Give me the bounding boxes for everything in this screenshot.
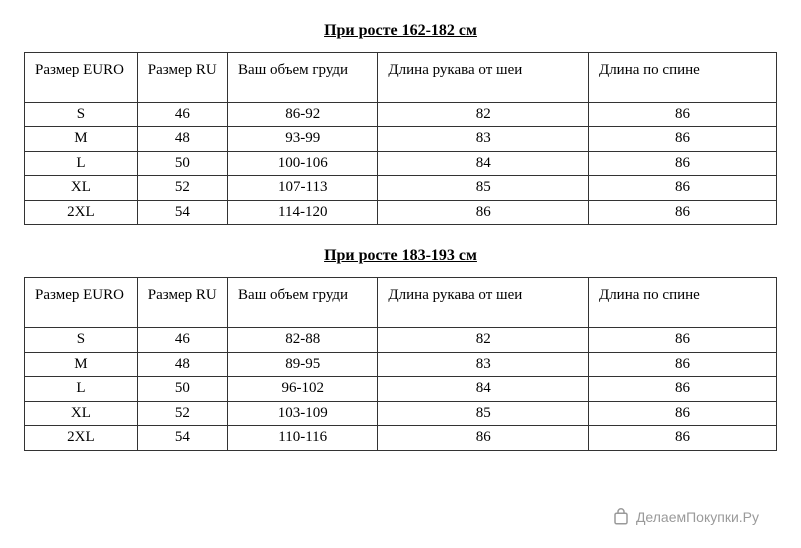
col-header-ru: Размер RU (137, 53, 227, 103)
cell: 84 (378, 377, 589, 402)
table-header-row: Размер EURO Размер RU Ваш объем груди Дл… (25, 53, 777, 103)
cell: 50 (137, 377, 227, 402)
cell: 83 (378, 352, 589, 377)
col-header-ru: Размер RU (137, 278, 227, 328)
cell: 93-99 (228, 127, 378, 152)
table-row: 2XL 54 110-116 86 86 (25, 426, 777, 451)
col-header-sleeve: Длина рукава от шеи (378, 278, 589, 328)
col-header-back: Длина по спине (588, 278, 776, 328)
cell: 86 (588, 176, 776, 201)
cell: 52 (137, 176, 227, 201)
section-title: При росте 162-182 см (24, 22, 777, 40)
watermark: ДелаемПокупки.Ру (612, 508, 759, 526)
cell: 52 (137, 401, 227, 426)
watermark-text: ДелаемПокупки.Ру (636, 509, 759, 525)
cell: 86 (378, 426, 589, 451)
cell: 46 (137, 102, 227, 127)
cell: 107-113 (228, 176, 378, 201)
table-row: S 46 82-88 82 86 (25, 328, 777, 353)
table-row: S 46 86-92 82 86 (25, 102, 777, 127)
section-title: При росте 183-193 см (24, 247, 777, 265)
cell: S (25, 328, 138, 353)
cell: S (25, 102, 138, 127)
table-row: L 50 100-106 84 86 (25, 151, 777, 176)
size-table-2: Размер EURO Размер RU Ваш объем груди Дл… (24, 277, 777, 450)
cell: 85 (378, 176, 589, 201)
table-row: XL 52 107-113 85 86 (25, 176, 777, 201)
col-header-chest: Ваш объем груди (228, 278, 378, 328)
col-header-euro: Размер EURO (25, 278, 138, 328)
table-header-row: Размер EURO Размер RU Ваш объем груди Дл… (25, 278, 777, 328)
cell: 114-120 (228, 200, 378, 225)
cell: 54 (137, 426, 227, 451)
cell: 48 (137, 127, 227, 152)
shopping-bag-icon (612, 508, 630, 526)
cell: 83 (378, 127, 589, 152)
cell: 2XL (25, 200, 138, 225)
cell: 46 (137, 328, 227, 353)
cell: 82-88 (228, 328, 378, 353)
table-row: M 48 93-99 83 86 (25, 127, 777, 152)
cell: 86 (588, 151, 776, 176)
cell: 86 (588, 377, 776, 402)
cell: 96-102 (228, 377, 378, 402)
cell: 110-116 (228, 426, 378, 451)
cell: 86 (588, 102, 776, 127)
cell: 86 (588, 401, 776, 426)
cell: M (25, 352, 138, 377)
table-row: 2XL 54 114-120 86 86 (25, 200, 777, 225)
cell: M (25, 127, 138, 152)
cell: XL (25, 401, 138, 426)
cell: 86 (588, 328, 776, 353)
cell: 82 (378, 102, 589, 127)
cell: XL (25, 176, 138, 201)
size-table-1: Размер EURO Размер RU Ваш объем груди Дл… (24, 52, 777, 225)
cell: 82 (378, 328, 589, 353)
cell: L (25, 377, 138, 402)
table-row: XL 52 103-109 85 86 (25, 401, 777, 426)
col-header-sleeve: Длина рукава от шеи (378, 53, 589, 103)
cell: 86-92 (228, 102, 378, 127)
cell: 85 (378, 401, 589, 426)
cell: 54 (137, 200, 227, 225)
table-row: L 50 96-102 84 86 (25, 377, 777, 402)
col-header-chest: Ваш объем груди (228, 53, 378, 103)
cell: 103-109 (228, 401, 378, 426)
cell: 48 (137, 352, 227, 377)
cell: 86 (378, 200, 589, 225)
table-row: M 48 89-95 83 86 (25, 352, 777, 377)
cell: 89-95 (228, 352, 378, 377)
cell: L (25, 151, 138, 176)
col-header-back: Длина по спине (588, 53, 776, 103)
cell: 86 (588, 352, 776, 377)
document: { "tables": [ { "title": "При росте 162-… (24, 22, 777, 536)
cell: 2XL (25, 426, 138, 451)
col-header-euro: Размер EURO (25, 53, 138, 103)
cell: 86 (588, 127, 776, 152)
cell: 86 (588, 200, 776, 225)
cell: 86 (588, 426, 776, 451)
cell: 50 (137, 151, 227, 176)
cell: 100-106 (228, 151, 378, 176)
cell: 84 (378, 151, 589, 176)
